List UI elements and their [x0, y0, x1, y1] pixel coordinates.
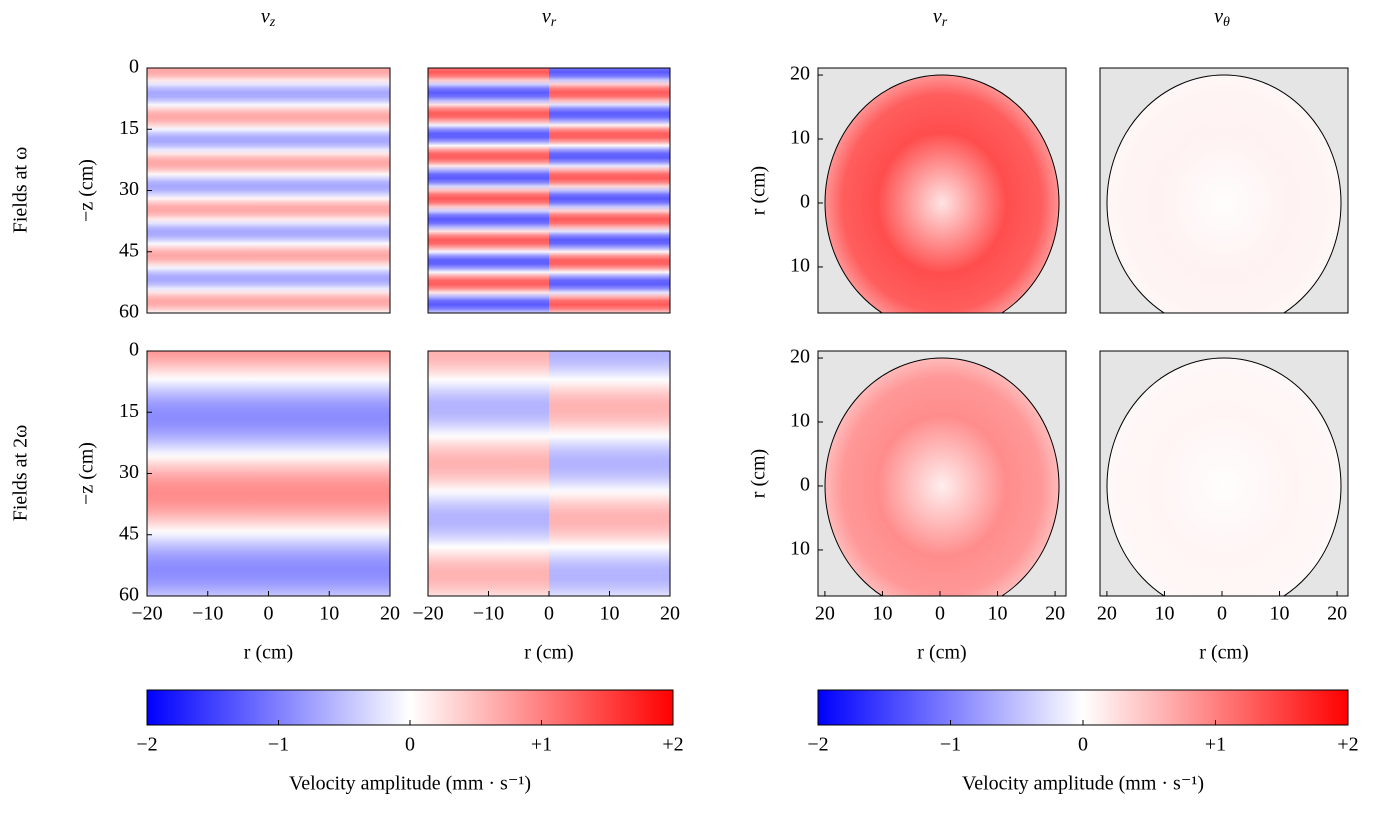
x-axis-label: r (cm) [917, 642, 966, 664]
x-tick-label: 10 [600, 603, 620, 625]
field-map [824, 357, 1060, 596]
x-tick-label: 10 [319, 603, 339, 625]
y-axis-label: r (cm) [748, 166, 770, 215]
colorbar-tick-label: +1 [531, 734, 552, 756]
panel-frame [1099, 350, 1349, 597]
x-tick-label: 20 [1097, 603, 1117, 625]
y-tick-label: 0 [800, 474, 810, 496]
colorbar [146, 689, 674, 726]
colorbar-tick-label: +2 [1337, 734, 1358, 756]
y-tick-label: 0 [129, 56, 139, 78]
colorbar [817, 689, 1349, 726]
y-tick-label: 10 [790, 255, 810, 277]
y-tick-label: 45 [119, 522, 139, 544]
y-tick-label: 10 [790, 538, 810, 560]
field-map [1106, 357, 1342, 596]
x-tick-label: −10 [192, 603, 223, 625]
y-tick-label: 10 [790, 410, 810, 432]
column-title: vr [542, 6, 557, 31]
field-map [824, 74, 1060, 313]
x-axis-label: r (cm) [244, 642, 293, 664]
panel [1099, 67, 1349, 314]
y-tick-label: 60 [119, 301, 139, 323]
x-tick-label: 20 [815, 603, 835, 625]
field-map [549, 351, 670, 596]
x-tick-label: 20 [660, 603, 680, 625]
field-map [549, 68, 670, 313]
panel: 20 10 0 10 r (cm) 20 10 0 10 20 r (cm) [748, 346, 1067, 664]
x-tick-label: 10 [1154, 603, 1174, 625]
panel-frame [427, 67, 671, 314]
panel: 20 10 0 10 20 r (cm) [1097, 350, 1349, 664]
x-tick-label: −10 [473, 603, 504, 625]
field-map [428, 68, 549, 313]
x-tick-label: 10 [988, 603, 1008, 625]
y-tick-label: 20 [790, 63, 810, 85]
panel-frame [817, 350, 1067, 597]
x-tick-label: −20 [131, 603, 162, 625]
y-tick-label: 15 [119, 400, 139, 422]
y-tick-label: 0 [129, 339, 139, 361]
field-map [1106, 74, 1342, 313]
x-tick-label: 20 [1045, 603, 1065, 625]
colorbar-label: Velocity amplitude (mm · s⁻¹) [289, 773, 531, 795]
x-axis-label: r (cm) [1199, 642, 1248, 664]
colorbar-tick-label: −1 [268, 734, 289, 756]
panel: 0 15 30 45 60 −z (cm) −20 −10 0 10 20 r (cm) [76, 339, 400, 664]
x-tick-label: −20 [412, 603, 443, 625]
panel: −20 −10 0 10 20 r (cm) [412, 350, 680, 664]
x-tick-label: 0 [1217, 603, 1227, 625]
column-title: vθ [1214, 6, 1230, 31]
colorbar-tick-label: −2 [136, 734, 157, 756]
panel: 0 15 30 45 60 −z (cm) [76, 56, 391, 323]
panel [427, 67, 671, 314]
y-tick-label: 30 [119, 178, 139, 200]
x-tick-label: 20 [1327, 603, 1347, 625]
row-label: Fields at 2ω [10, 425, 32, 522]
row-label: Fields at ω [10, 147, 32, 234]
x-tick-label: 0 [264, 603, 274, 625]
panel-frame [1099, 67, 1349, 314]
colorbar-label: Velocity amplitude (mm · s⁻¹) [962, 773, 1204, 795]
colorbar-tick-label: −1 [940, 734, 961, 756]
y-tick-label: 45 [119, 239, 139, 261]
colorbar-tick-label: −2 [807, 734, 828, 756]
panel: 20 10 0 10 r (cm) [748, 63, 1067, 314]
panel-frame [817, 67, 1067, 314]
x-tick-label: 10 [872, 603, 892, 625]
y-axis-label: r (cm) [748, 449, 770, 498]
colorbar-tick-label: 0 [1078, 734, 1088, 756]
y-tick-label: 0 [800, 191, 810, 213]
x-axis-label: r (cm) [524, 642, 573, 664]
x-tick-label: 10 [1270, 603, 1290, 625]
x-tick-label: 20 [380, 603, 400, 625]
x-tick-label: 0 [544, 603, 554, 625]
y-axis-label: −z (cm) [76, 442, 98, 505]
field-map [147, 68, 390, 313]
y-tick-label: 30 [119, 461, 139, 483]
colorbar-tick-label: +1 [1205, 734, 1226, 756]
colorbar-tick-label: 0 [405, 734, 415, 756]
y-tick-label: 20 [790, 346, 810, 368]
y-tick-label: 60 [119, 584, 139, 606]
y-tick-label: 10 [790, 127, 810, 149]
x-tick-label: 0 [935, 603, 945, 625]
field-map [147, 351, 390, 596]
column-title: vr [933, 6, 948, 31]
column-title: vz [261, 6, 276, 31]
y-tick-label: 15 [119, 117, 139, 139]
y-axis-label: −z (cm) [76, 159, 98, 222]
colorbar-tick-label: +2 [662, 734, 683, 756]
field-map [428, 351, 549, 596]
